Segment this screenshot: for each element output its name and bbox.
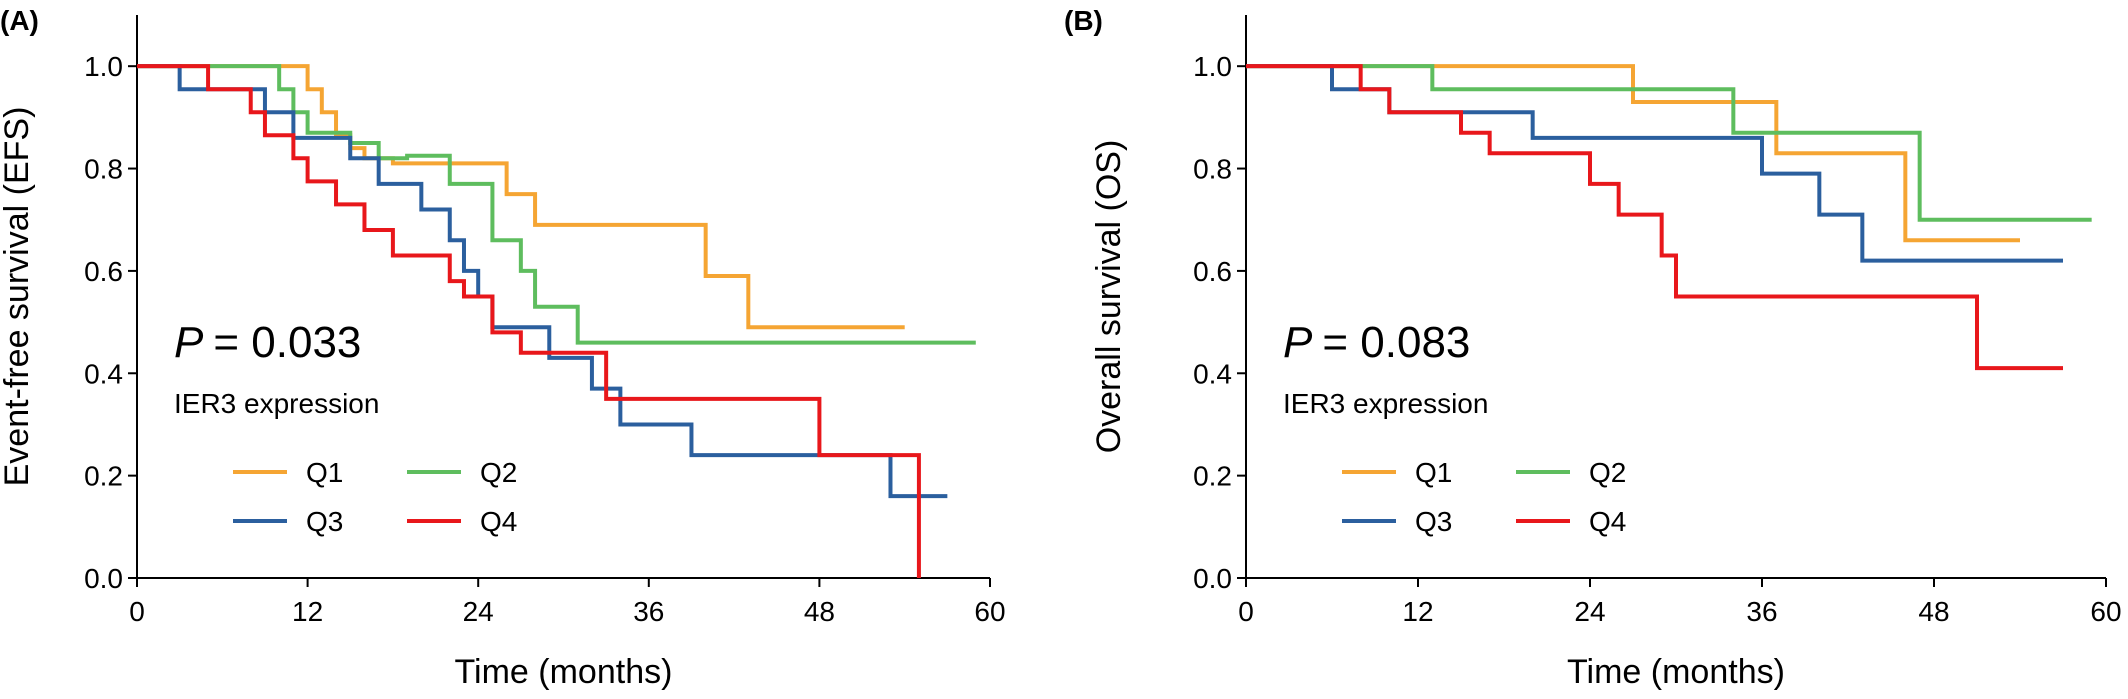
km-curve-q1 bbox=[1246, 64, 2020, 243]
y-tick-label: 0.8 bbox=[84, 154, 123, 185]
km-curve-q4 bbox=[1246, 64, 2063, 371]
panel-label: (B) bbox=[1064, 5, 1103, 36]
x-tick-label: 48 bbox=[1918, 596, 1949, 627]
legend-label-q2: Q2 bbox=[480, 457, 517, 488]
legend-label-q3: Q3 bbox=[1415, 506, 1452, 537]
x-tick-label: 24 bbox=[463, 596, 494, 627]
x-tick-label: 60 bbox=[2090, 596, 2121, 627]
panel-label: (A) bbox=[0, 5, 39, 36]
y-tick-label: 0.2 bbox=[84, 461, 123, 492]
y-tick-label: 0.6 bbox=[1193, 256, 1232, 287]
x-axis-title: Time (months) bbox=[455, 653, 673, 691]
y-tick-label: 1.0 bbox=[84, 51, 123, 82]
x-tick-label: 12 bbox=[292, 596, 323, 627]
x-tick-label: 12 bbox=[1402, 596, 1433, 627]
chart-panel-a: (A) 0.0 0.2 0.4 0.6 0.8 1.0 0 12 24 36 48 60 Time (mo… bbox=[0, 5, 1006, 691]
y-tick-label: 1.0 bbox=[1193, 51, 1232, 82]
y-tick-label: 0.8 bbox=[1193, 154, 1232, 185]
p-value-annotation: P = 0.083 bbox=[1283, 318, 1470, 367]
x-tick-label: 24 bbox=[1574, 596, 1605, 627]
p-value-annotation: P = 0.033 bbox=[174, 318, 361, 367]
y-axis-title: Overall survival (OS) bbox=[1090, 140, 1128, 454]
y-tick-label: 0.6 bbox=[84, 256, 123, 287]
x-tick-label: 48 bbox=[804, 596, 835, 627]
p-value: = 0.083 bbox=[1322, 318, 1470, 367]
p-symbol: P bbox=[1283, 318, 1313, 367]
y-tick-label: 0.0 bbox=[1193, 563, 1232, 594]
legend-label-q4: Q4 bbox=[480, 506, 517, 537]
legend-label-q1: Q1 bbox=[1415, 457, 1452, 488]
p-value: = 0.033 bbox=[213, 318, 361, 367]
x-tick-label: 0 bbox=[129, 596, 145, 627]
y-tick-label: 0.2 bbox=[1193, 461, 1232, 492]
x-tick-label: 0 bbox=[1238, 596, 1254, 627]
km-curve-q2 bbox=[137, 64, 976, 345]
legend-label-q1: Q1 bbox=[306, 457, 343, 488]
legend-title: IER3 expression bbox=[174, 388, 379, 419]
km-curve-q4 bbox=[137, 64, 921, 578]
km-curve-q3 bbox=[1246, 64, 2063, 263]
x-tick-label: 60 bbox=[974, 596, 1005, 627]
legend-title: IER3 expression bbox=[1283, 388, 1488, 419]
y-tick-label: 0.4 bbox=[1193, 358, 1232, 389]
y-axis-title: Event-free survival (EFS) bbox=[0, 107, 36, 487]
km-curve-q2 bbox=[1246, 64, 2092, 222]
x-axis-title: Time (months) bbox=[1567, 653, 1785, 691]
y-tick-label: 0.0 bbox=[84, 563, 123, 594]
legend-label-q4: Q4 bbox=[1589, 506, 1626, 537]
y-tick-label: 0.4 bbox=[84, 358, 123, 389]
x-tick-label: 36 bbox=[1746, 596, 1777, 627]
km-curve-q3 bbox=[137, 64, 948, 499]
legend-label-q2: Q2 bbox=[1589, 457, 1626, 488]
p-symbol: P bbox=[174, 318, 204, 367]
legend-label-q3: Q3 bbox=[306, 506, 343, 537]
x-tick-label: 36 bbox=[633, 596, 664, 627]
chart-panel-b: (B) 0.0 0.2 0.4 0.6 0.8 1.0 0 12 24 36 48 60 Time (mo… bbox=[1064, 5, 2122, 691]
